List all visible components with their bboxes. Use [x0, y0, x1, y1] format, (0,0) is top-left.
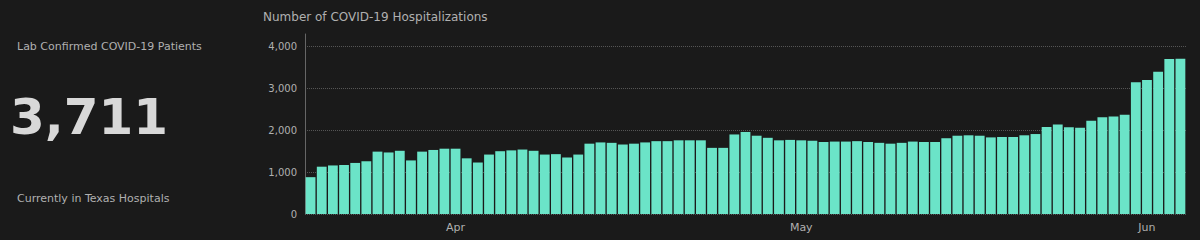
svg-text:4,000: 4,000 [268, 41, 297, 52]
svg-text:Currently in Texas Hospitals: Currently in Texas Hospitals [17, 192, 170, 205]
svg-text:Lab Confirmed COVID-19 Patient: Lab Confirmed COVID-19 Patients [17, 40, 202, 53]
svg-text:0: 0 [291, 209, 297, 220]
svg-text:2,000: 2,000 [268, 125, 297, 136]
svg-text:Jun: Jun [1137, 221, 1155, 234]
svg-text:Apr: Apr [446, 221, 466, 234]
svg-text:May: May [790, 221, 813, 234]
svg-text:3,711: 3,711 [10, 88, 168, 146]
svg-text:Number of COVID-19 Hospitaliza: Number of COVID-19 Hospitalizations [263, 10, 488, 24]
svg-text:1,000: 1,000 [268, 167, 297, 178]
svg-text:3,000: 3,000 [268, 83, 297, 94]
